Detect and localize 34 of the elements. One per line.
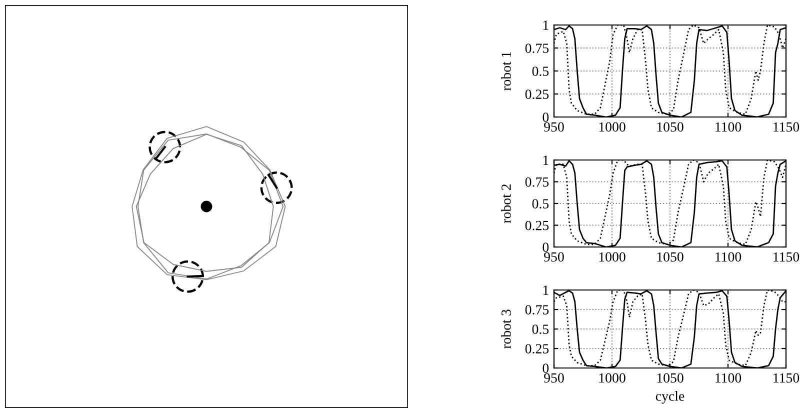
x-tick-label: 1000 (599, 252, 626, 262)
y-tick-label: 0 (542, 242, 549, 252)
x-tick-label: 1000 (599, 373, 626, 383)
y-axis-title: robot 2 (501, 184, 511, 224)
x-tick-label: 1150 (774, 252, 800, 262)
y-tick-label: 1 (543, 286, 548, 295)
x-axis-title: cycle (656, 391, 684, 404)
x-tick-label: 1050 (657, 373, 684, 383)
y-axis-title: robot 3 (501, 310, 511, 349)
y-tick-label: 0.5 (532, 199, 549, 209)
x-tick-label: 1100 (716, 122, 742, 132)
x-tick-label: 950 (544, 373, 564, 383)
y-tick-label: 0 (542, 364, 549, 373)
x-tick-label: 1000 (599, 122, 626, 132)
y-tick-label: 0.5 (532, 324, 549, 334)
y-tick-label: 0 (542, 112, 549, 122)
y-tick-label: 0.75 (525, 177, 549, 187)
x-tick-label: 1100 (716, 373, 742, 383)
y-tick-label: 1 (543, 156, 548, 165)
x-tick-label: 1050 (657, 122, 684, 132)
x-tick-label: 1150 (774, 373, 800, 383)
y-tick-label: 0.25 (525, 90, 549, 100)
y-axis-title: robot 1 (501, 52, 511, 91)
x-tick-label: 1050 (657, 252, 684, 262)
y-tick-label: 0.25 (525, 344, 549, 354)
x-tick-label: 950 (544, 122, 564, 132)
x-tick-label: 1150 (774, 122, 800, 132)
y-tick-label: 0.5 (532, 66, 549, 76)
y-tick-label: 0.25 (525, 220, 549, 230)
y-tick-label: 0.75 (525, 44, 549, 54)
x-tick-label: 950 (544, 252, 564, 262)
x-tick-label: 1100 (716, 252, 742, 262)
y-tick-label: 1 (543, 20, 548, 30)
y-tick-label: 0.75 (525, 305, 549, 315)
